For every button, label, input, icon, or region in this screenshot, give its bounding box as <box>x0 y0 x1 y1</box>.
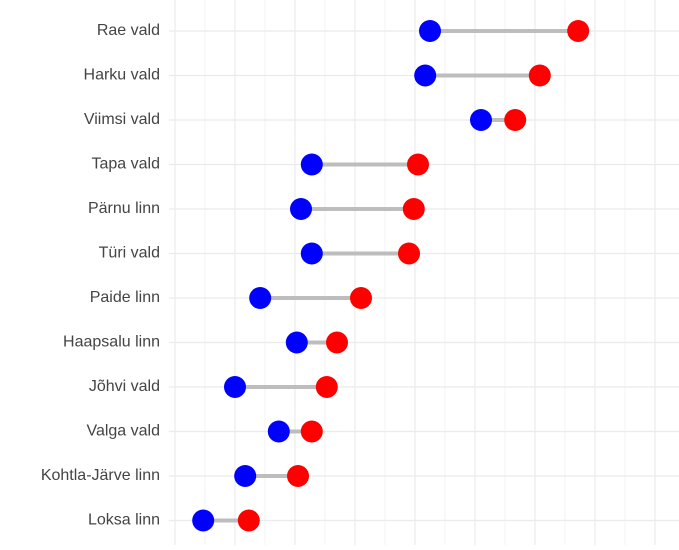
y-tick-label: Viimsi vald <box>84 111 160 128</box>
dot <box>267 420 290 443</box>
y-tick-label: Türi vald <box>99 245 160 262</box>
dot <box>224 376 246 398</box>
dot <box>350 287 372 309</box>
dot <box>249 287 272 309</box>
dot <box>419 20 441 42</box>
y-tick-label: Harku vald <box>84 67 160 84</box>
y-tick-label: Loksa linn <box>88 512 160 529</box>
dot <box>285 331 308 354</box>
dot <box>300 242 323 265</box>
y-tick-label: Rae vald <box>97 22 160 39</box>
dot <box>414 64 437 87</box>
dot <box>300 153 323 176</box>
dot <box>528 64 551 87</box>
dot <box>407 153 429 176</box>
dot <box>237 509 260 532</box>
y-tick-label: Tapa vald <box>92 156 161 173</box>
dot <box>287 465 309 487</box>
dot <box>402 198 425 220</box>
y-tick-label: Paide linn <box>90 289 160 306</box>
dot <box>398 242 420 265</box>
dot <box>290 198 312 220</box>
dot <box>470 109 492 131</box>
dot <box>567 20 590 42</box>
dot <box>192 509 215 532</box>
y-tick-label: Pärnu linn <box>88 200 160 217</box>
dot <box>504 109 527 131</box>
y-tick-label: Haapsalu linn <box>63 334 160 351</box>
y-tick-label: Valga vald <box>86 423 160 440</box>
dot <box>315 376 338 398</box>
dot <box>234 465 257 487</box>
y-tick-label: Jõhvi vald <box>89 378 160 395</box>
dot <box>326 331 348 354</box>
y-tick-label: Kohtla-Järve linn <box>41 467 160 484</box>
dot <box>300 420 323 443</box>
